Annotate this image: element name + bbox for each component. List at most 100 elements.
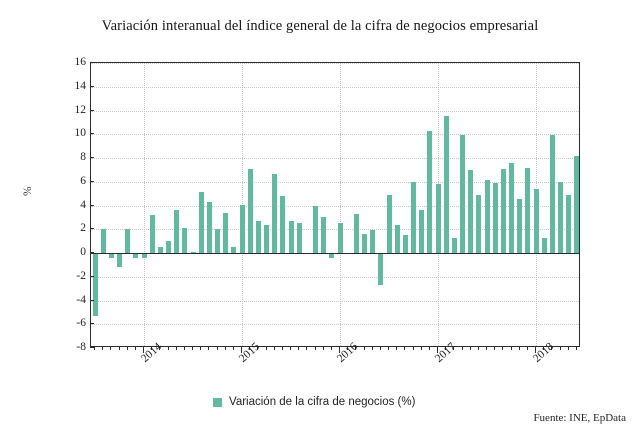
- bar: [157, 247, 163, 253]
- bar: [166, 241, 172, 253]
- x-axis-minor-tick: [371, 347, 373, 350]
- x-axis-minor-tick: [314, 347, 316, 350]
- bar: [353, 214, 359, 253]
- gridline-horizontal: [91, 205, 579, 207]
- x-axis-minor-tick: [126, 347, 128, 350]
- plot-inner: [91, 63, 579, 346]
- x-axis-minor-tick: [469, 347, 471, 350]
- y-axis-tick-mark: [90, 252, 94, 253]
- bar: [427, 130, 433, 253]
- x-axis-minor-tick: [420, 347, 422, 350]
- legend-entry-label: Variación de la cifra de negocios (%): [229, 396, 416, 408]
- x-axis-minor-tick: [208, 347, 210, 350]
- x-axis-major-tick: [339, 347, 341, 353]
- bar: [460, 134, 466, 253]
- x-axis-minor-tick: [453, 347, 455, 350]
- x-axis-minor-tick: [102, 347, 104, 350]
- bar: [239, 204, 245, 253]
- x-axis-minor-tick: [567, 347, 569, 350]
- y-axis-tick-label: 0: [80, 246, 86, 258]
- bar: [182, 228, 188, 253]
- x-axis-minor-tick: [110, 347, 112, 350]
- y-axis-title: %: [22, 186, 34, 196]
- x-axis-minor-tick: [200, 347, 202, 350]
- x-axis-minor-tick: [510, 347, 512, 350]
- x-axis-minor-tick: [183, 347, 185, 350]
- plot-area: [90, 62, 580, 347]
- bar: [378, 253, 384, 286]
- x-axis-minor-tick: [249, 347, 251, 350]
- bar: [255, 220, 261, 253]
- x-axis-minor-tick: [322, 347, 324, 350]
- x-axis-major-tick: [241, 347, 243, 353]
- bar: [386, 194, 392, 253]
- bar: [215, 228, 221, 253]
- bar: [108, 253, 114, 258]
- gridline-vertical: [144, 63, 146, 346]
- chart-title: Variación interanual del índice general …: [101, 18, 539, 34]
- bar: [321, 216, 327, 253]
- x-axis-major-tick: [143, 347, 145, 353]
- bar: [117, 253, 123, 268]
- x-axis-minor-tick: [355, 347, 357, 350]
- y-axis-tick-label: -4: [76, 293, 86, 306]
- x-axis-minor-tick: [543, 347, 545, 350]
- x-axis-minor-tick: [486, 347, 488, 350]
- y-axis-tick-mark: [90, 85, 94, 87]
- x-axis-minor-tick: [404, 347, 406, 350]
- gridline-horizontal: [91, 229, 579, 231]
- gridline-horizontal: [91, 276, 579, 278]
- x-axis-minor-tick: [551, 347, 553, 350]
- y-axis-tick-mark: [90, 323, 94, 325]
- y-axis-tick-label: 2: [80, 222, 86, 235]
- x-axis-minor-tick: [518, 347, 520, 350]
- x-axis-major-tick: [535, 347, 537, 353]
- x-axis-minor-tick: [134, 347, 136, 350]
- bar: [419, 210, 425, 253]
- x-axis-major-tick: [437, 347, 439, 353]
- bar: [296, 222, 302, 253]
- x-axis-minor-tick: [363, 347, 365, 350]
- bar: [198, 191, 204, 253]
- gridline-horizontal: [91, 158, 579, 159]
- bar: [558, 182, 564, 253]
- x-axis-minor-tick: [306, 347, 308, 350]
- x-axis-minor-tick: [330, 347, 332, 350]
- x-axis-minor-tick: [94, 347, 96, 350]
- bar: [574, 156, 579, 253]
- bar: [468, 169, 474, 253]
- bars-layer: [91, 63, 579, 346]
- bar: [484, 179, 490, 253]
- bar: [272, 174, 278, 253]
- bar: [288, 220, 294, 253]
- x-axis-minor-tick: [379, 347, 381, 350]
- gridline-horizontal: [91, 63, 579, 64]
- y-axis-tick-mark: [90, 157, 94, 158]
- x-axis-minor-tick: [477, 347, 479, 350]
- y-axis-tick-label: 12: [74, 103, 87, 116]
- bar: [500, 168, 506, 253]
- bar: [525, 168, 531, 253]
- x-axis-minor-tick: [347, 347, 349, 350]
- bar: [149, 215, 155, 253]
- bar: [492, 182, 498, 253]
- x-axis-minor-tick: [461, 347, 463, 350]
- bar: [206, 201, 212, 253]
- y-axis-tick-mark: [90, 299, 94, 301]
- bar: [125, 229, 131, 253]
- gridline-horizontal: [91, 300, 579, 302]
- x-axis-minor-tick: [281, 347, 283, 350]
- bar: [435, 183, 441, 253]
- bar: [174, 210, 180, 253]
- x-axis-minor-tick: [273, 347, 275, 350]
- bar: [549, 134, 555, 253]
- bar: [231, 247, 237, 253]
- x-axis-minor-tick: [298, 347, 300, 350]
- y-axis-tick-mark: [90, 228, 94, 230]
- gridline-horizontal: [91, 134, 579, 136]
- bar: [337, 222, 343, 253]
- bar: [264, 225, 270, 253]
- x-axis-minor-tick: [412, 347, 414, 350]
- x-axis-minor-tick: [192, 347, 194, 350]
- x-axis-minor-tick: [232, 347, 234, 350]
